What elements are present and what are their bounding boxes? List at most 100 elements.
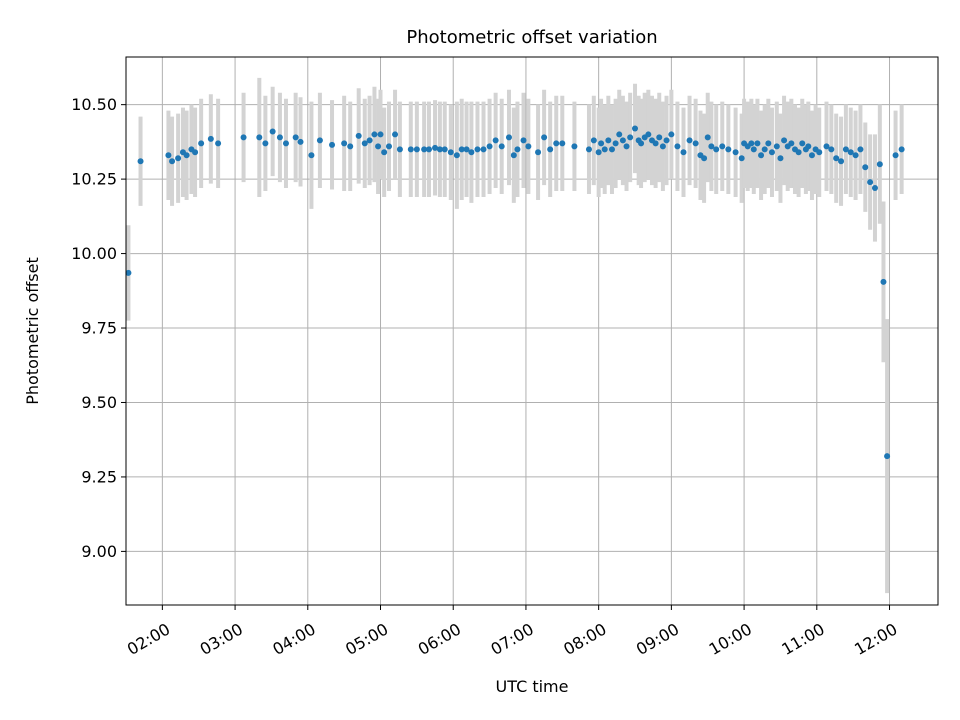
data-point [652, 140, 659, 147]
y-tick-label: 9.25 [81, 467, 117, 486]
data-point [514, 146, 521, 153]
data-point [674, 143, 681, 150]
data-point [525, 143, 532, 150]
data-point [857, 146, 864, 153]
data-point [207, 135, 214, 142]
data-points [125, 125, 905, 460]
data-point [421, 146, 428, 153]
data-point [816, 149, 823, 156]
data-point [458, 146, 465, 153]
data-point [847, 149, 854, 156]
data-point [553, 140, 560, 147]
data-point [799, 140, 806, 147]
y-tick-label: 9.00 [81, 542, 117, 561]
data-point [601, 146, 608, 153]
data-point [463, 146, 470, 153]
data-point [773, 143, 780, 150]
data-point [608, 146, 615, 153]
data-point [656, 134, 663, 141]
data-point [627, 134, 634, 141]
data-point [436, 146, 443, 153]
data-point [137, 158, 144, 165]
data-point [765, 140, 772, 147]
data-point [871, 185, 878, 192]
data-point [616, 131, 623, 138]
data-point [808, 152, 815, 159]
data-point [612, 140, 619, 147]
data-point [468, 149, 475, 156]
data-point [329, 141, 336, 148]
data-point [761, 146, 768, 153]
data-point [396, 146, 403, 153]
data-point [719, 143, 726, 150]
data-point [668, 131, 675, 138]
data-point [713, 146, 720, 153]
data-point [425, 146, 432, 153]
data-point [623, 143, 630, 150]
data-point [413, 146, 420, 153]
data-point [453, 152, 460, 159]
data-point [256, 134, 263, 141]
data-point [725, 146, 732, 153]
data-point [240, 134, 247, 141]
data-point [447, 149, 454, 156]
data-point [828, 146, 835, 153]
data-point [892, 152, 899, 159]
y-tick-label: 9.75 [81, 319, 117, 338]
data-point [876, 161, 883, 168]
data-point [884, 453, 891, 460]
data-point [862, 164, 869, 171]
data-point [215, 140, 222, 147]
data-point [754, 140, 761, 147]
data-point [768, 149, 775, 156]
data-point [686, 137, 693, 144]
data-point [701, 155, 708, 162]
data-point [276, 134, 283, 141]
data-point [510, 152, 517, 159]
data-point [308, 152, 315, 159]
data-point [738, 155, 745, 162]
data-point [474, 146, 481, 153]
data-point [486, 143, 493, 150]
x-axis-title: UTC time [496, 677, 569, 696]
data-point [165, 152, 172, 159]
data-point [795, 149, 802, 156]
data-point [316, 137, 323, 144]
data-point [619, 137, 626, 144]
data-point [598, 140, 605, 147]
data-point [708, 143, 715, 150]
data-point [282, 140, 289, 147]
data-point [198, 140, 205, 147]
data-point [571, 143, 578, 150]
data-point [585, 146, 592, 153]
data-point [663, 137, 670, 144]
plot-frame [125, 56, 939, 606]
data-point [385, 143, 392, 150]
data-point [262, 140, 269, 147]
data-point [377, 131, 384, 138]
data-point [535, 149, 542, 156]
data-point [297, 138, 304, 145]
data-point [355, 132, 362, 139]
data-point [192, 149, 199, 156]
data-point [632, 125, 639, 132]
data-point [498, 143, 505, 150]
data-point [269, 128, 276, 135]
data-point [541, 134, 548, 141]
data-point [361, 140, 368, 147]
y-tick-label: 10.25 [71, 170, 117, 189]
y-tick-label: 9.50 [81, 393, 117, 412]
data-point [375, 143, 382, 150]
data-point [605, 137, 612, 144]
data-point [805, 143, 812, 150]
data-point [732, 149, 739, 156]
data-point [347, 143, 354, 150]
data-point [838, 158, 845, 165]
data-point [758, 152, 765, 159]
data-point [680, 149, 687, 156]
data-point [432, 144, 439, 151]
chart-title: Photometric offset variation [406, 27, 657, 48]
data-point [852, 152, 859, 159]
data-point [692, 140, 699, 147]
